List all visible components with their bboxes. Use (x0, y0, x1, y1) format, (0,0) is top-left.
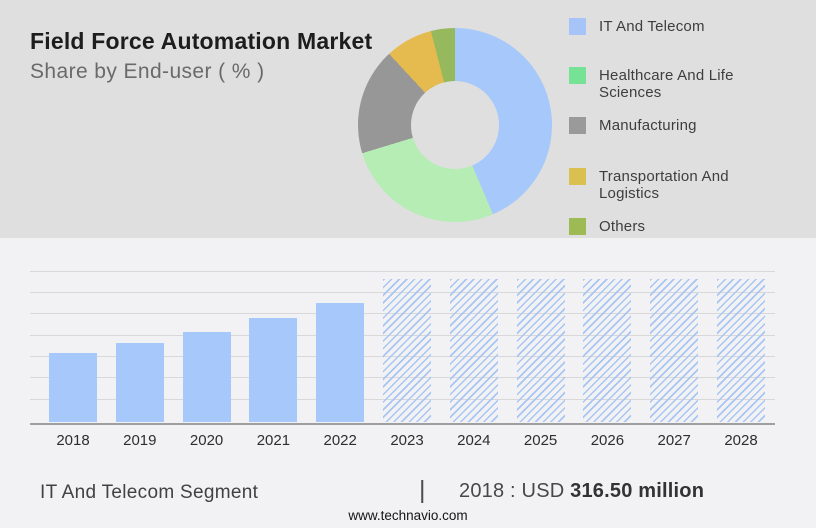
x-axis-label: 2022 (323, 432, 357, 449)
legend-label: Others (599, 218, 646, 235)
separator-bar: | (419, 476, 426, 504)
legend-swatch (569, 18, 586, 35)
gridline (30, 270, 775, 272)
value-prefix: 2018 : USD (459, 480, 571, 502)
x-axis-label: 2028 (724, 432, 758, 449)
legend-swatch (569, 67, 586, 84)
bar-2021 (249, 318, 298, 422)
forecast-bar-2028 (717, 279, 765, 422)
forecast-bar-2024 (449, 279, 498, 422)
header-band: Field Force Automation Market Share by E… (0, 0, 816, 238)
bar-2022 (316, 303, 365, 422)
legend-item: Manufacturing (569, 117, 789, 134)
legend-swatch (569, 218, 586, 235)
donut-hole (411, 81, 499, 169)
legend-item: Transportation And Logistics (569, 168, 789, 202)
x-axis-label: 2025 (523, 432, 558, 449)
bar-chart: 2018 2019 2020 2021 2022 2023 2024 2025 2026 2027… (0, 238, 816, 468)
bar-2018 (49, 353, 97, 422)
bar-2019 (115, 343, 164, 422)
forecast-bar-2025 (516, 279, 565, 422)
legend-label: IT And Telecom (599, 18, 705, 35)
x-axis-label: 2026 (590, 432, 625, 449)
legend-label: Healthcare And Life Sciences (599, 67, 734, 101)
footer: IT And Telecom Segment | 2018 : USD 316.… (0, 468, 816, 528)
legend-label: Manufacturing (599, 117, 697, 134)
chart-legend: IT And Telecom Healthcare And Life Scienc… (569, 0, 809, 238)
x-axis-label: 2021 (256, 432, 291, 449)
legend-swatch (569, 117, 586, 134)
page-title: Field Force Automation Market (30, 28, 373, 54)
website-url: www.technavio.com (348, 508, 468, 523)
legend-item: Others (569, 218, 789, 235)
segment-value: 2018 : USD 316.50 million (459, 480, 704, 503)
forecast-bar-2023 (383, 279, 431, 422)
x-axis-label: 2027 (657, 432, 691, 449)
segment-label: IT And Telecom Segment (40, 482, 259, 503)
legend-swatch (569, 168, 586, 185)
x-axis-label: 2020 (189, 432, 224, 449)
x-axis-label: 2018 (56, 432, 90, 449)
legend-item: Healthcare And Life Sciences (569, 67, 789, 101)
value-amount: 316.50 million (570, 480, 705, 502)
page-subtitle: Share by End-user ( % ) (30, 60, 265, 83)
x-axis-label: 2024 (457, 432, 491, 449)
legend-label: Transportation And Logistics (599, 168, 729, 202)
forecast-bar-2027 (650, 279, 699, 422)
x-axis-label: 2019 (123, 432, 157, 449)
donut-chart (358, 28, 552, 222)
legend-item: IT And Telecom (569, 18, 789, 35)
x-axis-line (30, 422, 775, 425)
x-axis-label: 2023 (390, 432, 424, 449)
bar-2020 (182, 331, 231, 422)
forecast-bar-2026 (583, 279, 632, 422)
